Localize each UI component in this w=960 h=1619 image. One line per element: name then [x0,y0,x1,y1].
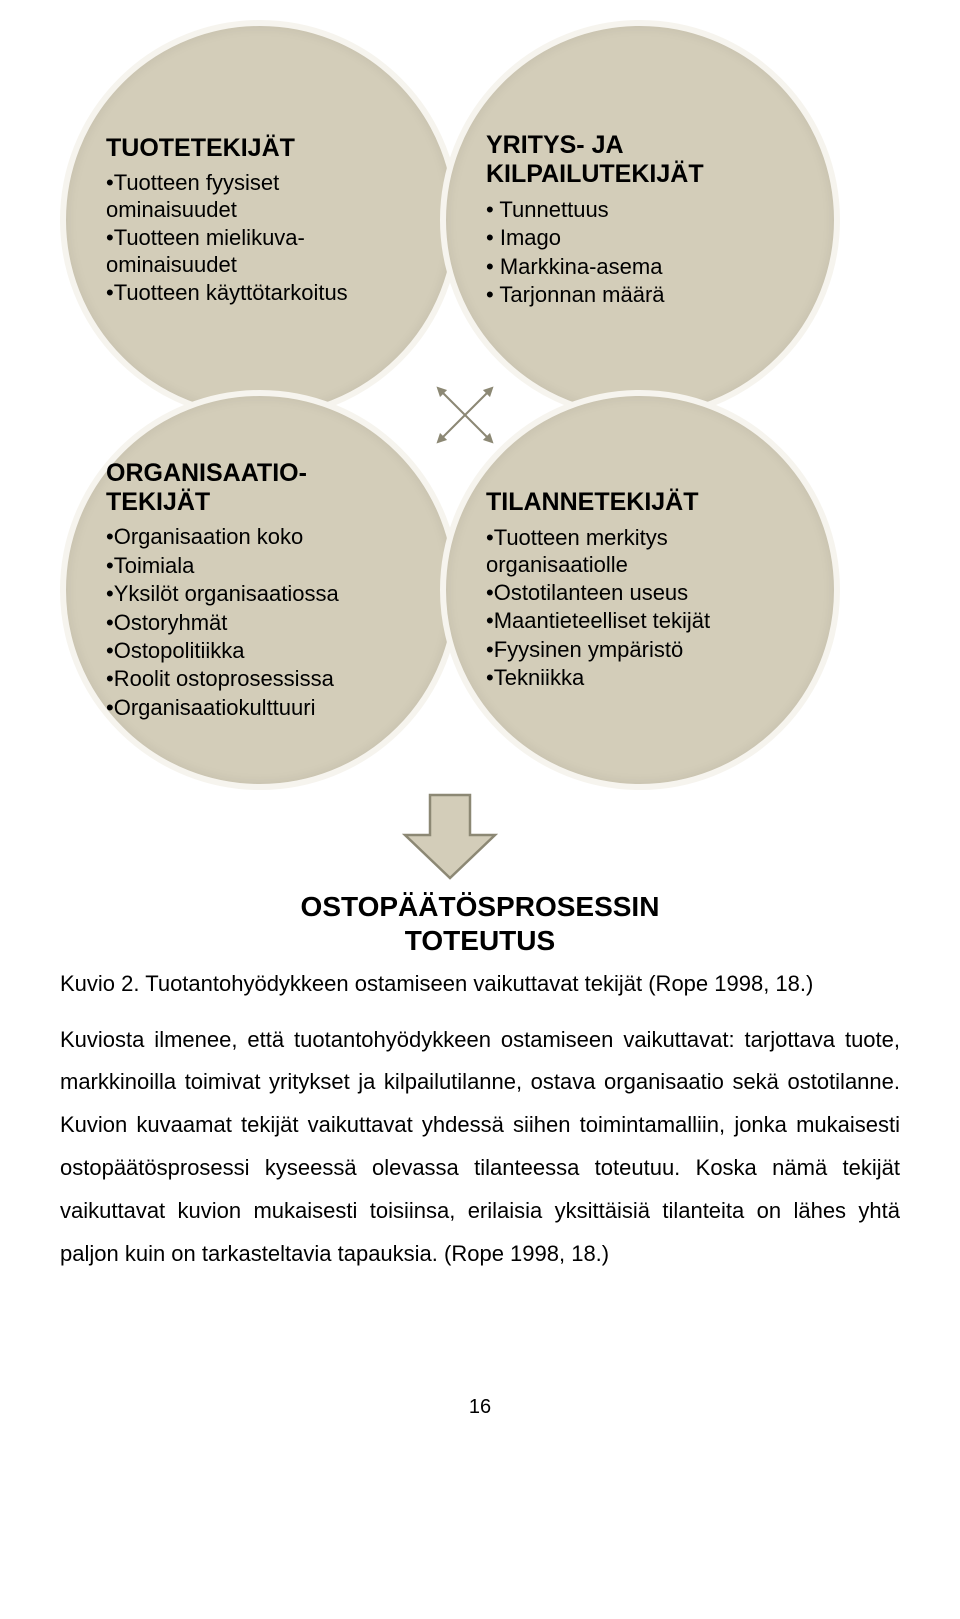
circle-item: •Roolit ostoprosessissa [106,666,404,692]
circle-item: •Maantieteelliset tekijät [486,608,784,634]
figure-caption: Kuvio 2. Tuotantohyödykkeen ostamiseen v… [60,970,900,999]
page-number: 16 [0,1396,960,1419]
circle-yritys-kilpailutekijat: YRITYS- JA KILPAILUTEKIJÄT • Tunnettuus … [440,20,840,420]
circle-title: YRITYS- JA KILPAILUTEKIJÄT [486,131,784,189]
four-factor-diagram: TUOTETEKIJÄT •Tuotteen fyysiset ominaisu… [0,0,960,950]
circle-item: • Tunnettuus [486,197,784,223]
circle-title: ORGANISAATIO-TEKIJÄT [106,459,404,517]
circle-item: •Organisaation koko [106,524,404,550]
cross-arrows-icon [430,380,500,450]
circle-item: •Yksilöt organisaatiossa [106,581,404,607]
diagram-result-title: OSTOPÄÄTÖSPROSESSIN TOTEUTUS [0,890,960,957]
circle-item: •Ostopolitiikka [106,638,404,664]
circle-organisaatiotekijat: ORGANISAATIO-TEKIJÄT •Organisaation koko… [60,390,460,790]
circle-item: •Tuotteen merkitys organisaatiolle [486,525,784,578]
circle-item: •Tekniikka [486,665,784,691]
circle-item: • Tarjonnan määrä [486,282,784,308]
circle-item: • Imago [486,225,784,251]
down-block-arrow-icon [400,790,500,880]
circle-item: •Organisaatiokulttuuri [106,695,404,721]
circle-item: •Fyysinen ympäristö [486,637,784,663]
circle-item: •Tuotteen fyysiset ominaisuudet [106,170,404,223]
circle-item: •Ostotilanteen useus [486,580,784,606]
circle-tuotetekijat: TUOTETEKIJÄT •Tuotteen fyysiset ominaisu… [60,20,460,420]
circle-item: • Markkina-asema [486,254,784,280]
circle-tilannetekijat: TILANNETEKIJÄT •Tuotteen merkitys organi… [440,390,840,790]
circle-item: •Ostoryhmät [106,610,404,636]
body-paragraph: Kuviosta ilmenee, että tuotantohyödykkee… [60,1019,900,1276]
circle-item: •Toimiala [106,553,404,579]
circle-item: •Tuotteen mielikuva-ominaisuudet [106,225,404,278]
circle-item: •Tuotteen käyttötarkoitus [106,280,404,306]
circle-title: TUOTETEKIJÄT [106,134,404,163]
circle-title: TILANNETEKIJÄT [486,488,784,517]
